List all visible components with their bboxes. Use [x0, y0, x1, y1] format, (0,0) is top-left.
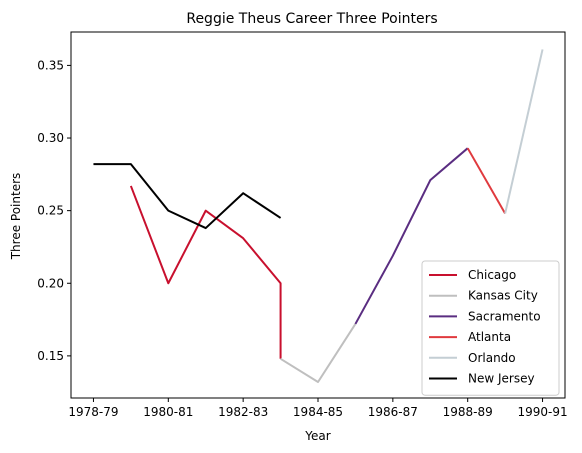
series-line-chicago [129, 185, 282, 359]
legend-label: Atlanta [468, 330, 511, 344]
series-line-orlando [504, 49, 544, 214]
x-tick-label: 1978-79 [68, 405, 118, 419]
y-tick-label: 0.20 [37, 276, 64, 290]
legend-label: Chicago [468, 268, 516, 282]
x-tick-label: 1982-83 [218, 405, 268, 419]
legend-label: Kansas City [468, 289, 538, 303]
y-tick-label: 0.15 [37, 349, 64, 363]
x-axis-title: Year [304, 429, 330, 443]
legend-box [421, 260, 560, 396]
legend: Chicago Kansas City Sacramento Atlanta Orlan… [421, 260, 560, 396]
y-axis-title: Three Pointers [9, 173, 23, 261]
x-tick-label: 1986-87 [368, 405, 418, 419]
y-tick-label: 0.25 [37, 204, 64, 218]
series-line-atlanta [466, 147, 506, 215]
x-tick-label: 1984-85 [293, 405, 343, 419]
y-tick-label: 0.30 [37, 131, 64, 145]
series-line-new-jersey [93, 163, 282, 230]
x-tick-label: 1990-91 [517, 405, 567, 419]
series-line-sacramento [354, 147, 469, 325]
legend-label: Orlando [468, 351, 516, 365]
x-tick-label: 1988-89 [443, 405, 493, 419]
plot-area: 1978-79 1980-81 1982-83 1984-85 1986-87 1988-… [37, 31, 568, 419]
legend-label: Sacramento [468, 309, 541, 323]
x-tick-label: 1980-81 [143, 405, 193, 419]
chart-title: Reggie Theus Career Three Pointers [186, 11, 437, 27]
y-tick-label: 0.35 [37, 58, 64, 72]
series-line-kansas-city [280, 323, 357, 384]
legend-label: New Jersey [468, 372, 535, 386]
